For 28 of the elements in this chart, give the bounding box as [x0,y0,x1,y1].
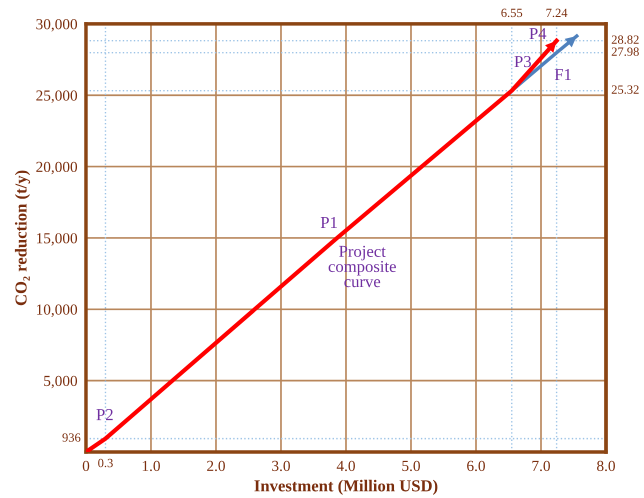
annotation: P3 [514,56,531,68]
x-axis-title: Investment (Million USD) [254,480,438,495]
ref-line-label: 6.55 [501,8,522,18]
ref-line-label: 0.3 [98,458,113,468]
x-tick-label: 5.0 [402,460,420,472]
x-tick-label: 8.0 [597,460,615,472]
y-tick-label: 30,000 [36,19,78,32]
y-tick-label: 5,000 [44,376,78,388]
x-tick-label: 6.0 [467,460,485,472]
ref-line-label: 27.98 [612,47,639,56]
x-tick-label: 1.0 [142,460,160,472]
y-tick-label: 10,000 [36,304,78,317]
x-tick-label: 3.0 [272,460,290,472]
ref-line-label: 28.82 [612,35,639,44]
x-tick-label: 4.0 [336,460,355,472]
annotation: P2 [96,409,113,420]
ref-line-label: 936 [62,433,80,442]
y-tick-label: 20,000 [36,162,78,174]
annotation: P1 [320,216,337,228]
ref-line-label: 7.24 [546,8,568,18]
y-tick-label: 15,000 [36,233,78,246]
x-tick-label: 2.0 [207,460,225,472]
x-tick-label: 7.0 [532,460,550,472]
annotation: F1 [554,68,571,80]
ref-line-label: 25.32 [612,85,639,94]
y-axis-title: CO₂ reduction (t/y) [14,170,30,306]
x-tick-label: 0 [82,460,90,472]
y-tick-label: 25,000 [36,90,78,103]
